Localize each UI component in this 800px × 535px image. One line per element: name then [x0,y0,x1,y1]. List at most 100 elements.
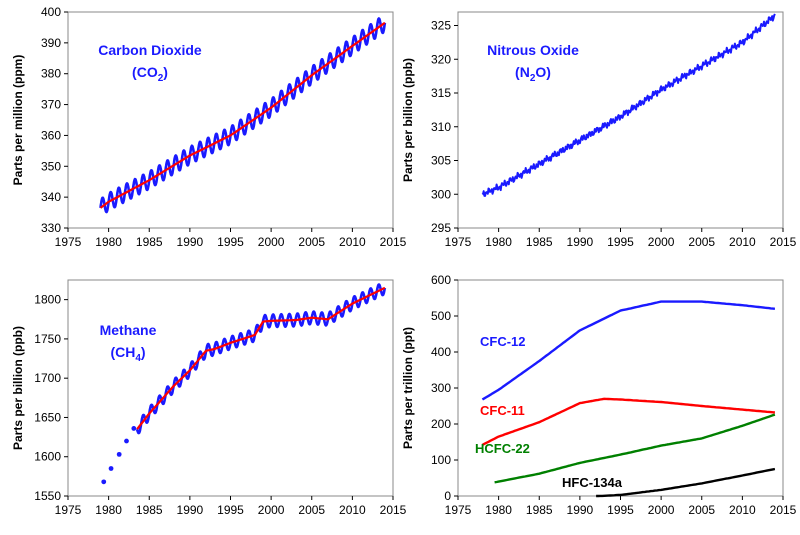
x-tick-label: 1985 [526,503,553,517]
data-point [116,451,122,457]
x-tick-label: 2000 [648,235,675,249]
x-tick-label: 1980 [95,235,122,249]
x-tick-label: 1975 [445,235,472,249]
series-trend-line [99,21,386,209]
formula-subscript: 2 [158,73,164,84]
x-tick-label: 2000 [258,235,285,249]
formula-subscript: 4 [135,353,141,364]
x-tick-label: 1975 [445,503,472,517]
series-label: HFC-134a [562,475,623,490]
x-tick-label: 1980 [95,503,122,517]
formula-main: (CO [132,64,158,80]
x-tick-label: 1985 [136,235,163,249]
gas-formula-label: (CH4) [110,344,145,364]
series-label: CFC-12 [480,334,526,349]
series-line-seasonal [135,283,387,435]
chart-panel-top-left: 1975 1980 1985 1990 1995 2000 2005 2010 2015 330 3… [11,5,407,249]
y-tick-label: 1550 [34,489,61,503]
gas-formula-label: (N2O) [515,64,551,84]
y-tick-label: 1700 [34,371,61,385]
y-tick-label: 100 [431,453,451,467]
x-tick-label: 1990 [567,503,594,517]
x-tick-label: 1985 [526,235,553,249]
gas-name-label: Carbon Dioxide [98,42,202,58]
y-tick-label: 315 [431,86,451,100]
x-tick-label: 2015 [380,235,407,249]
data-point [108,466,114,471]
data-point [124,438,129,444]
x-tick-label: 2000 [648,503,675,517]
x-tick-label: 2015 [380,503,407,517]
x-tick-label: 2015 [770,503,797,517]
x-tick-label: 1995 [217,503,244,517]
chart-panel-bottom-right: 1975 1980 1985 1990 1995 2000 2005 2010 2015 0 100… [401,273,797,517]
plot-frame [457,279,784,497]
x-tick-label: 2005 [298,235,325,249]
y-tick-label: 600 [431,273,451,287]
x-tick-label: 2000 [258,503,285,517]
y-tick-label: 400 [431,345,451,359]
series-line-cfc-12 [481,300,776,401]
y-axis-label: Parts per billion (ppb) [11,326,25,450]
x-tick-label: 2005 [688,503,715,517]
x-tick-label: 1985 [136,503,163,517]
x-tick-label: 1995 [217,235,244,249]
series-label: HCFC-22 [475,441,530,456]
y-tick-label: 0 [444,489,451,503]
y-tick-label: 360 [41,128,61,142]
formula-end: ) [141,344,146,360]
y-tick-label: 350 [41,159,61,173]
x-tick-label: 1975 [55,503,82,517]
gas-name-label: Nitrous Oxide [487,42,579,58]
x-tick-label: 2010 [339,235,366,249]
x-tick-label: 2005 [688,235,715,249]
y-tick-label: 390 [41,36,61,50]
y-tick-label: 300 [431,187,451,201]
series-line [481,13,776,197]
y-tick-label: 1600 [34,450,61,464]
series-label: CFC-11 [480,403,525,418]
x-tick-label: 1975 [55,235,82,249]
formula-end: O) [535,64,551,80]
x-tick-label: 1990 [177,503,204,517]
x-tick-label: 1995 [607,503,634,517]
x-tick-label: 2010 [729,503,756,517]
data-point [101,479,107,485]
x-tick-label: 1990 [177,235,204,249]
gas-name-label: Methane [100,322,157,338]
y-tick-label: 400 [41,5,61,19]
y-tick-label: 305 [431,154,451,168]
y-tick-label: 320 [431,52,451,66]
x-tick-label: 1990 [567,235,594,249]
series-line-hcfc-22 [494,413,776,484]
x-tick-label: 2010 [729,235,756,249]
y-tick-label: 200 [431,417,451,431]
x-tick-label: 1995 [607,235,634,249]
formula-main: (CH [110,344,135,360]
y-tick-label: 1800 [34,293,61,307]
y-tick-label: 310 [431,120,451,134]
series-line-cfc-11 [481,397,776,446]
x-tick-label: 2015 [770,235,797,249]
y-tick-label: 340 [41,190,61,204]
y-tick-label: 500 [431,309,451,323]
x-tick-label: 2010 [339,503,366,517]
series-trend-line [136,286,386,430]
y-tick-label: 370 [41,98,61,112]
x-tick-label: 2005 [298,503,325,517]
y-tick-label: 325 [431,19,451,33]
data-point [131,426,137,431]
chart-panel-bottom-left: 1975 1980 1985 1990 1995 2000 2005 2010 2015 1550… [11,279,407,517]
x-tick-label: 1980 [485,503,512,517]
chart-panel-top-right: 1975 1980 1985 1990 1995 2000 2005 2010 2015 295 3… [401,11,797,249]
series-line-hfc-134a [596,467,776,498]
formula-subscript: 2 [530,73,536,84]
y-tick-label: 300 [431,381,451,395]
y-tick-label: 330 [41,221,61,235]
y-axis-label: Parts per billion (ppb) [401,58,415,182]
y-axis-label: Parts per million (ppm) [11,55,25,186]
y-tick-label: 380 [41,67,61,81]
y-tick-label: 295 [431,221,451,235]
gas-formula-label: (CO2) [132,64,168,84]
